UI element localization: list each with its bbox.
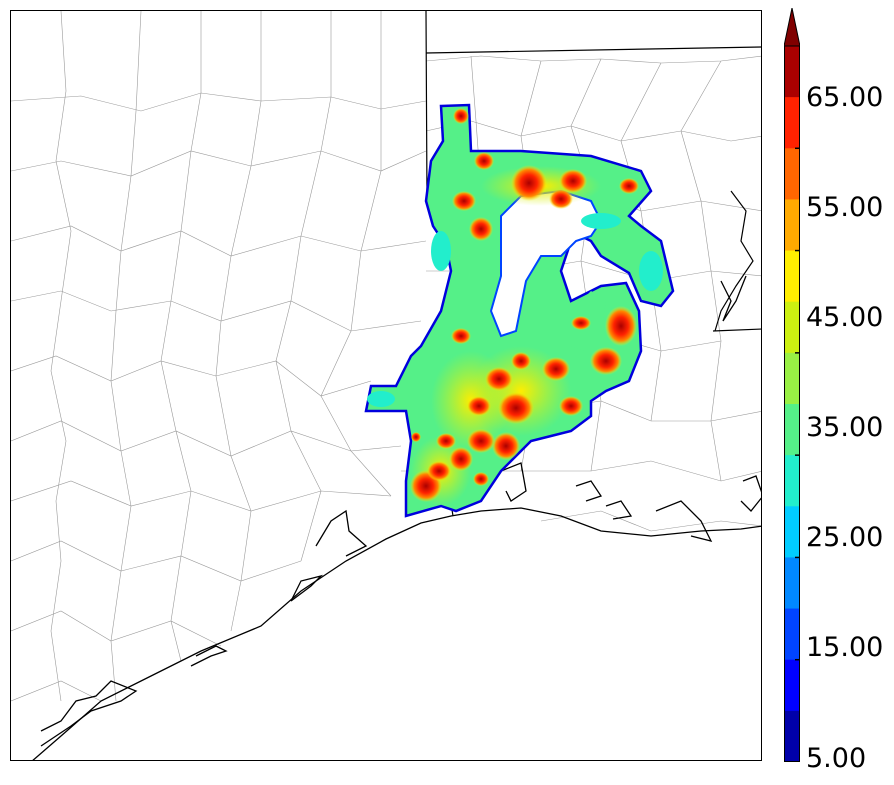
colorbar-extend-arrow [784,8,800,47]
colorbar-segment [784,710,800,762]
colorbar-segment [784,250,800,303]
colorbar-label-35: 35.00 [806,412,884,443]
colorbar-label-55: 55.00 [806,192,884,223]
colorbar-segment [784,659,800,712]
colorbar-segment [784,557,800,610]
colorbar-segment [784,97,800,149]
colorbar-label-25: 25.00 [806,522,884,553]
colorbar-segment [784,46,800,98]
county-boundaries [11,11,761,702]
colorbar-label-15: 15.00 [806,632,884,663]
precipitation-map [11,11,761,760]
colorbar-segment [784,506,800,558]
colorbar-segment [784,608,800,661]
colorbar-segment [784,199,800,252]
map-panel [10,10,762,761]
colorbar-label-65: 65.00 [806,82,884,113]
colorbar-label-45: 45.00 [806,302,884,333]
colorbar-segment [784,455,800,507]
colorbar-segment [784,301,800,354]
colorbar-segment [784,148,800,200]
colorbar-border [784,45,800,762]
colorbar [784,8,800,762]
precipitation-field [364,103,675,518]
coastline [32,275,761,760]
colorbar-segment [784,352,800,405]
colorbar-segment [784,404,800,456]
colorbar-label-5: 5.00 [806,743,867,774]
